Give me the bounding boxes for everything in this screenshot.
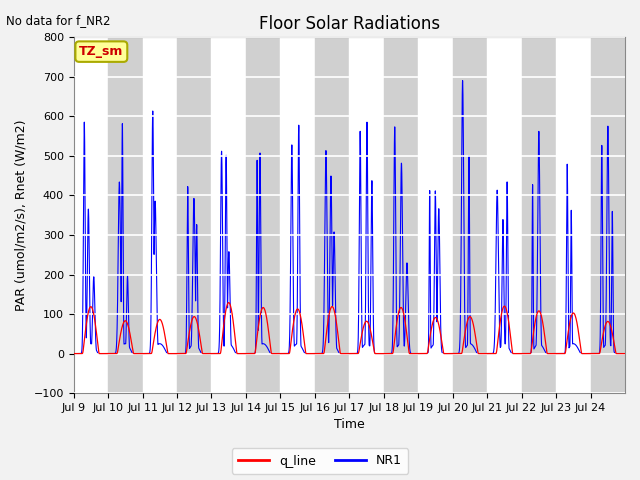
Line: NR1: NR1 (74, 81, 625, 354)
q_line (399, 310, 407, 315)
Bar (556, 37, 591, 393)
q_line (542, 343, 550, 348)
q_line (70, 351, 77, 357)
Bar (522, 37, 556, 393)
Title: Floor Solar Radiations: Floor Solar Radiations (259, 15, 440, 33)
NR1 (542, 350, 550, 356)
Bar (315, 37, 349, 393)
Text: No data for f_NR2: No data for f_NR2 (6, 14, 111, 27)
Bar (487, 37, 522, 393)
NR1 (399, 304, 407, 310)
NR1 (370, 335, 378, 341)
Legend: q_line, NR1: q_line, NR1 (232, 448, 408, 474)
Bar (419, 37, 452, 393)
Bar (452, 37, 487, 393)
Bar (384, 37, 419, 393)
q_line (528, 345, 536, 350)
Bar (246, 37, 280, 393)
Bar (108, 37, 143, 393)
Bar (591, 37, 625, 393)
q_line (621, 351, 629, 357)
Bar (74, 37, 108, 393)
NR1 (459, 78, 467, 84)
NR1 (587, 351, 595, 357)
Bar (177, 37, 211, 393)
Bar (211, 37, 246, 393)
NR1 (621, 351, 629, 357)
Bar (280, 37, 315, 393)
Text: TZ_sm: TZ_sm (79, 45, 124, 58)
NR1 (184, 194, 192, 200)
q_line (370, 346, 378, 352)
Y-axis label: PAR (umol/m2/s), Rnet (W/m2): PAR (umol/m2/s), Rnet (W/m2) (15, 120, 28, 311)
NR1 (500, 332, 508, 337)
Bar (143, 37, 177, 393)
NR1 (70, 351, 77, 357)
NR1 (528, 326, 536, 332)
X-axis label: Time: Time (334, 419, 365, 432)
q_line (184, 339, 192, 345)
Bar (349, 37, 384, 393)
Line: q_line: q_line (74, 302, 625, 354)
q_line (225, 300, 232, 305)
q_line (500, 303, 508, 309)
